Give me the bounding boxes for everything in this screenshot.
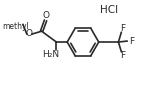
Text: HCl: HCl <box>99 5 118 15</box>
Text: H₂N: H₂N <box>42 50 59 59</box>
Text: F: F <box>120 51 125 60</box>
Text: O: O <box>42 11 49 20</box>
Text: methyl: methyl <box>3 22 29 31</box>
Text: F: F <box>129 37 134 46</box>
Text: O: O <box>25 29 32 38</box>
Text: F: F <box>120 24 125 33</box>
